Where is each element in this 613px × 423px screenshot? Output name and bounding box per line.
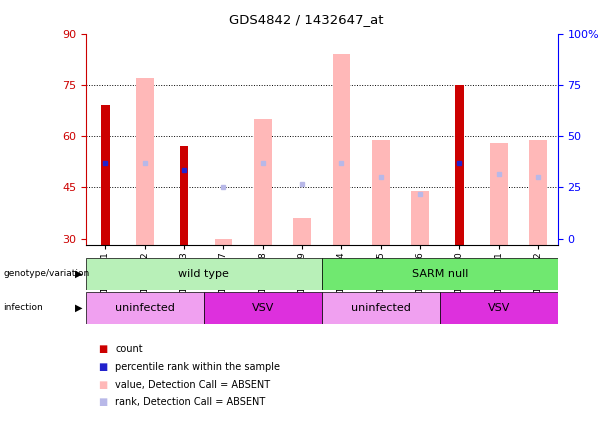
Text: count: count (115, 344, 143, 354)
Text: SARM null: SARM null (412, 269, 468, 279)
Bar (529, 140, 547, 245)
Text: ■: ■ (98, 397, 107, 407)
Bar (322, 258, 558, 290)
Bar (333, 54, 351, 245)
Text: rank, Detection Call = ABSENT: rank, Detection Call = ABSENT (115, 397, 265, 407)
Bar (101, 105, 110, 245)
Text: ▶: ▶ (75, 269, 83, 279)
Bar (455, 85, 464, 245)
Text: wild type: wild type (178, 269, 229, 279)
Text: uninfected: uninfected (351, 303, 411, 313)
Bar (293, 218, 311, 245)
Text: uninfected: uninfected (115, 303, 175, 313)
Text: VSV: VSV (487, 303, 510, 313)
Bar (411, 191, 429, 245)
Text: ■: ■ (98, 379, 107, 390)
Text: genotype/variation: genotype/variation (3, 269, 89, 278)
Text: GDS4842 / 1432647_at: GDS4842 / 1432647_at (229, 13, 384, 26)
Bar (136, 78, 154, 245)
Bar (440, 292, 558, 324)
Text: VSV: VSV (251, 303, 274, 313)
Text: infection: infection (3, 303, 43, 312)
Bar (86, 292, 204, 324)
Bar (215, 239, 232, 245)
Bar (86, 258, 322, 290)
Text: ▶: ▶ (75, 303, 83, 313)
Bar (180, 146, 188, 245)
Text: value, Detection Call = ABSENT: value, Detection Call = ABSENT (115, 379, 270, 390)
Text: ■: ■ (98, 344, 107, 354)
Bar (490, 143, 508, 245)
Bar (254, 119, 272, 245)
Text: ■: ■ (98, 362, 107, 372)
Bar (372, 140, 390, 245)
Bar (322, 292, 440, 324)
Text: percentile rank within the sample: percentile rank within the sample (115, 362, 280, 372)
Bar (204, 292, 322, 324)
